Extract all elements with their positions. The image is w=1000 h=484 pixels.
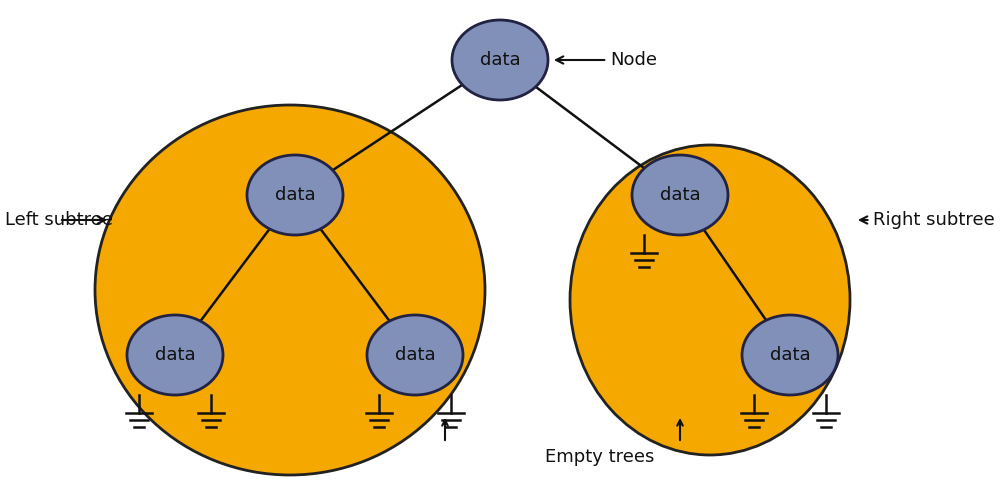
Ellipse shape — [452, 20, 548, 100]
Text: data: data — [275, 186, 315, 204]
Ellipse shape — [127, 315, 223, 395]
Ellipse shape — [367, 315, 463, 395]
Ellipse shape — [95, 105, 485, 475]
Ellipse shape — [742, 315, 838, 395]
Text: data: data — [660, 186, 700, 204]
Text: Empty trees: Empty trees — [545, 448, 654, 466]
Ellipse shape — [247, 155, 343, 235]
Text: Right subtree: Right subtree — [860, 211, 995, 229]
Text: data: data — [395, 346, 435, 364]
Ellipse shape — [570, 145, 850, 455]
Text: Node: Node — [556, 51, 657, 69]
Text: Left subtree: Left subtree — [5, 211, 113, 229]
Text: data: data — [155, 346, 195, 364]
Ellipse shape — [632, 155, 728, 235]
Text: data: data — [480, 51, 520, 69]
Text: data: data — [770, 346, 810, 364]
